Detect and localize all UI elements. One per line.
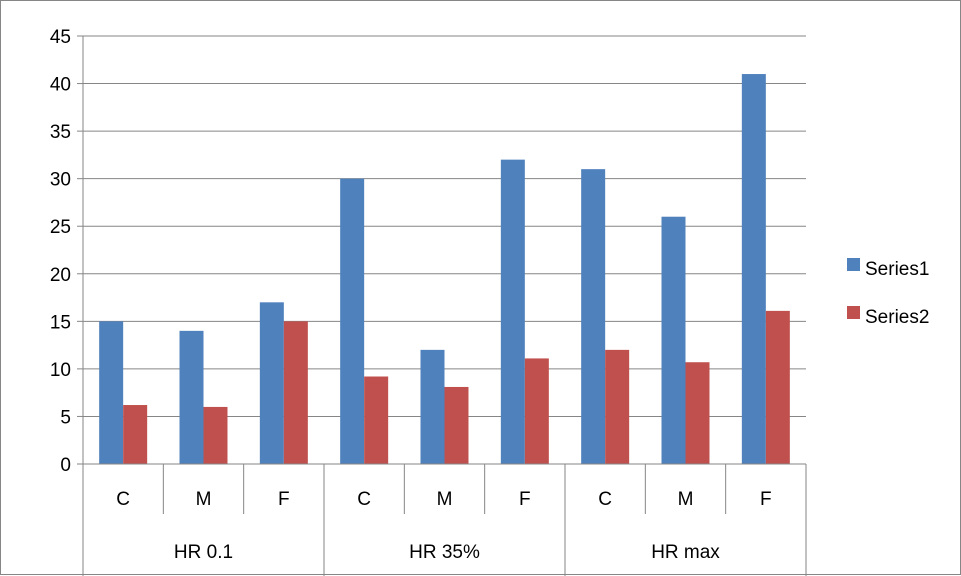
legend-swatch bbox=[847, 258, 860, 271]
bar-series1-1 bbox=[179, 330, 204, 464]
y-tick-label: 10 bbox=[50, 360, 71, 381]
group-label: HR 35% bbox=[409, 542, 480, 563]
bar-series2-1 bbox=[203, 406, 228, 464]
category-label: F bbox=[760, 489, 772, 510]
group-label: HR 0.1 bbox=[174, 542, 233, 563]
y-tick-label: 45 bbox=[50, 27, 71, 48]
bar-series1-7 bbox=[661, 216, 686, 464]
bar-series1-5 bbox=[500, 159, 525, 464]
bar-series1-0 bbox=[99, 321, 124, 464]
legend: Series1 Series2 bbox=[847, 258, 929, 328]
category-label: C bbox=[116, 489, 130, 510]
bar-series2-5 bbox=[524, 358, 549, 464]
y-tick-label: 20 bbox=[50, 265, 71, 286]
bar-series2-0 bbox=[123, 405, 148, 464]
category-label: C bbox=[598, 489, 612, 510]
bar-series1-2 bbox=[259, 302, 284, 464]
legend-label: Series1 bbox=[865, 259, 929, 280]
bar-series2-2 bbox=[283, 321, 308, 464]
category-label: C bbox=[357, 489, 371, 510]
axes: 0 5 10 15 20 25 30 35 40 45 C M F C M F C M F HR 0.1 HR 35% H… bbox=[50, 27, 807, 576]
y-tick-label: 15 bbox=[50, 312, 71, 333]
y-tick-label: 40 bbox=[50, 75, 71, 96]
legend-label: Series2 bbox=[865, 307, 929, 328]
y-tick-label: 30 bbox=[50, 170, 71, 191]
bar-series1-4 bbox=[420, 349, 445, 464]
bar-series2-8 bbox=[765, 310, 790, 464]
category-label: M bbox=[196, 489, 212, 510]
category-label: M bbox=[678, 489, 694, 510]
y-tick-label: 25 bbox=[50, 217, 71, 238]
y-tick-label: 35 bbox=[50, 122, 71, 143]
bar-series2-4 bbox=[444, 386, 469, 464]
bar-series1-6 bbox=[581, 169, 606, 464]
bar-series1-3 bbox=[340, 178, 365, 464]
bar-series1-8 bbox=[741, 74, 766, 465]
category-label: F bbox=[519, 489, 531, 510]
legend-swatch bbox=[847, 306, 860, 319]
category-label: M bbox=[437, 489, 453, 510]
bar-series2-7 bbox=[685, 362, 710, 464]
bar-series2-6 bbox=[605, 349, 630, 464]
group-label: HR max bbox=[651, 542, 720, 563]
category-label: F bbox=[278, 489, 290, 510]
bar-series2-3 bbox=[364, 376, 389, 464]
y-tick-label: 5 bbox=[60, 407, 71, 428]
bars bbox=[99, 74, 790, 465]
y-tick-label: 0 bbox=[60, 455, 71, 476]
